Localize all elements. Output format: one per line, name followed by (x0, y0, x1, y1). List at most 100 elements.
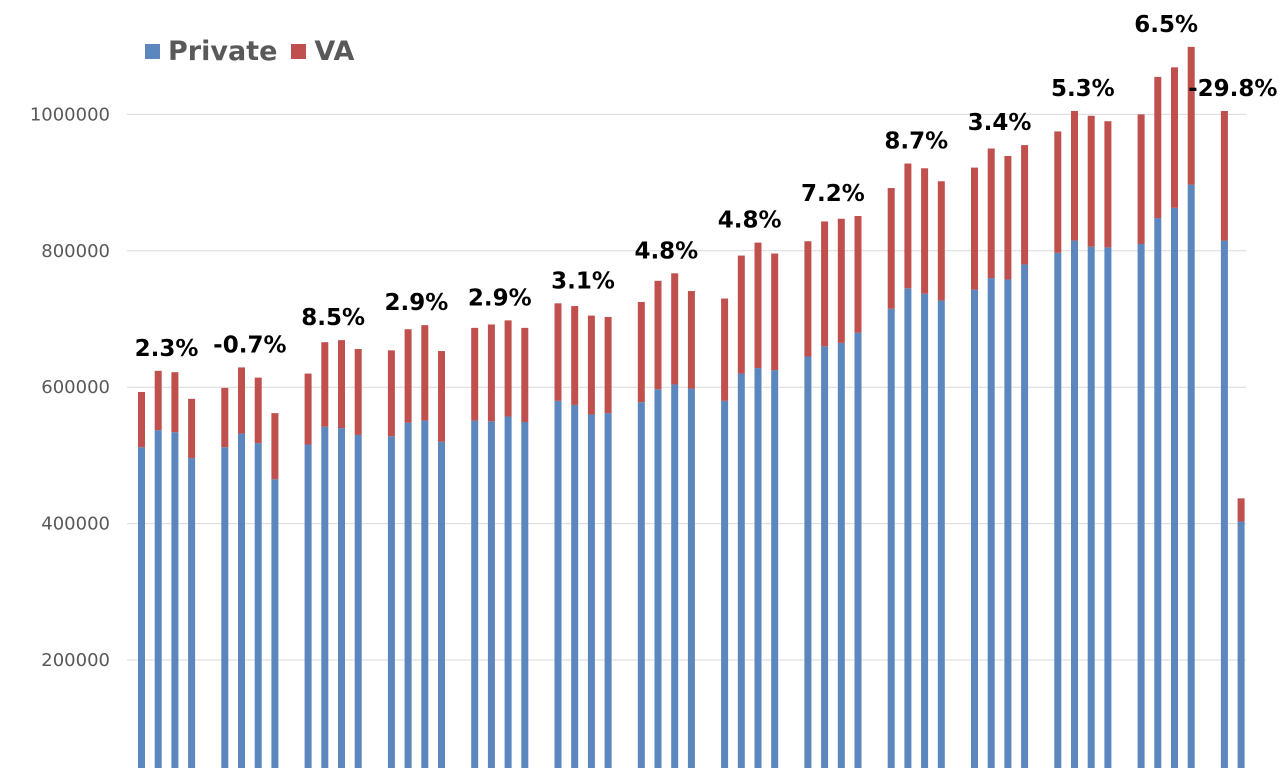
bar-va (554, 303, 562, 401)
legend: Private VA (145, 36, 368, 67)
bar-va (254, 377, 262, 444)
bar-va (1021, 145, 1029, 265)
bar-va (387, 350, 395, 437)
bar-private (854, 332, 862, 768)
bar-va (987, 148, 995, 279)
bar-private (471, 420, 479, 768)
bar-private (604, 413, 612, 768)
bar-private (821, 346, 829, 768)
y-tick-label: 800000 (41, 241, 110, 262)
bar-private (887, 308, 895, 768)
bar-va (737, 255, 745, 374)
bar-va (921, 168, 929, 294)
bar-private (1171, 207, 1178, 768)
bar-va (154, 370, 162, 431)
bar-private (1154, 218, 1162, 768)
bar-private (338, 428, 345, 768)
bar-va (837, 218, 845, 343)
bar-va (1220, 110, 1228, 241)
bar-va (138, 391, 145, 448)
bar-private (837, 342, 845, 768)
bar-va (188, 398, 196, 459)
growth-annotation: 8.7% (884, 129, 948, 155)
bar-va (221, 387, 229, 448)
growth-annotation: 7.2% (801, 181, 865, 207)
bar-private (387, 436, 395, 768)
bar-private (271, 479, 279, 768)
bar-va (654, 280, 662, 390)
bar-private (987, 278, 995, 768)
bar-private (1021, 264, 1029, 768)
bar-va (771, 253, 779, 371)
bar-va (637, 301, 645, 403)
bar-private (154, 430, 162, 768)
bar-va (487, 324, 495, 422)
bar-private (721, 400, 729, 768)
growth-annotation: 3.4% (968, 110, 1032, 136)
bar-va (1154, 76, 1162, 219)
bar-va (1104, 121, 1112, 248)
bar-private (188, 458, 196, 768)
bar-private (438, 441, 445, 768)
bar-private (238, 433, 245, 768)
bar-va (321, 342, 329, 427)
bar-va (687, 291, 695, 389)
bar-private (521, 421, 529, 768)
bar-private (754, 368, 762, 768)
bar-va (1237, 498, 1245, 522)
bar-va (238, 367, 245, 434)
bar-private (421, 420, 429, 768)
bar-va (404, 329, 412, 423)
bar-private (138, 447, 145, 768)
bar-va (1171, 67, 1178, 208)
y-tick-label: 1000000 (30, 104, 110, 125)
bar-private (771, 370, 779, 768)
bar-private (1087, 246, 1095, 768)
bar-private (737, 373, 745, 768)
growth-annotation: 2.3% (135, 336, 199, 362)
growth-annotation: 4.8% (718, 208, 782, 234)
bar-private (354, 434, 362, 768)
bar-private (921, 293, 929, 768)
bar-va (521, 327, 529, 422)
bar-private (637, 402, 645, 768)
bar-private (1004, 279, 1012, 768)
growth-annotation: 8.5% (301, 305, 365, 331)
bar-va (1137, 114, 1145, 244)
bar-private (687, 388, 695, 768)
bar-private (1187, 184, 1195, 768)
bar-va (304, 373, 312, 445)
bar-va (1187, 46, 1195, 185)
bar-va (471, 327, 479, 421)
y-tick-label: 400000 (41, 514, 110, 535)
growth-annotation: 3.1% (551, 268, 615, 294)
bar-va (721, 298, 729, 401)
bar-va (171, 372, 179, 433)
y-tick-label: 200000 (41, 650, 110, 671)
bar-va (854, 216, 862, 333)
bar-private (1237, 521, 1245, 768)
bar-private (504, 416, 512, 768)
bar-private (1137, 243, 1145, 768)
bar-va (1071, 110, 1078, 241)
legend-label-private: Private (168, 36, 278, 67)
bar-va (271, 413, 279, 480)
bar-private (304, 444, 312, 768)
growth-annotation: -0.7% (213, 332, 286, 358)
legend-item-private: Private (145, 36, 277, 67)
growth-annotation: 2.9% (468, 285, 532, 311)
growth-annotation: 4.8% (634, 238, 698, 264)
bar-private (1220, 240, 1228, 768)
bar-va (438, 351, 445, 442)
legend-swatch-private (145, 44, 160, 59)
growth-annotation: -29.8% (1188, 76, 1277, 102)
bar-va (804, 241, 812, 357)
bar-va (1054, 131, 1062, 253)
bar-private (804, 356, 812, 768)
y-tick-label: 600000 (41, 377, 110, 398)
growth-annotation: 6.5% (1134, 12, 1198, 38)
bar-va (754, 242, 762, 369)
bar-private (587, 414, 595, 768)
bar-va (421, 325, 429, 421)
